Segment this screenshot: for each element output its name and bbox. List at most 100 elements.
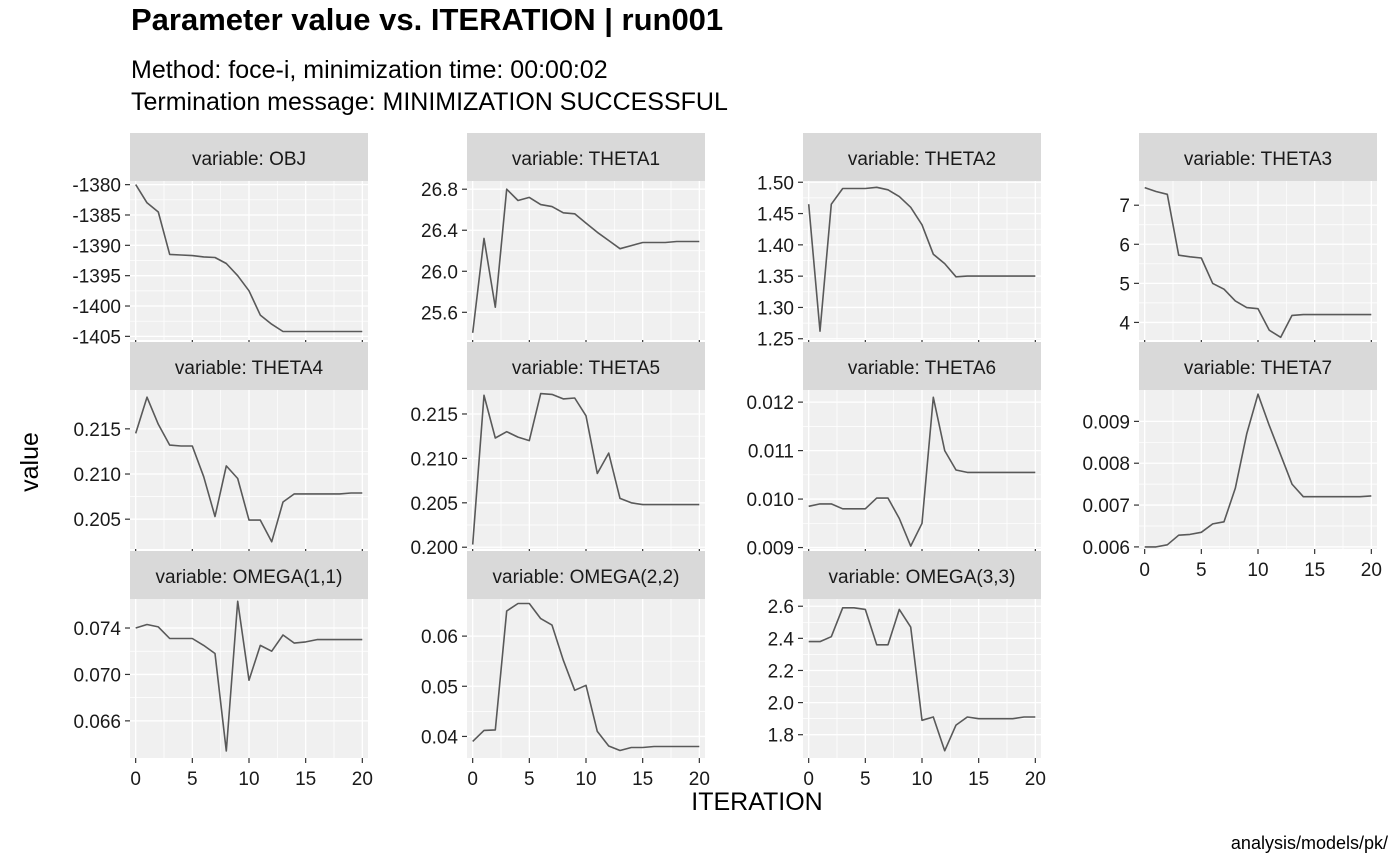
facet-strip xyxy=(130,133,368,181)
facet-strip-label: variable: THETA2 xyxy=(848,149,996,170)
facet-strip-label: variable: THETA1 xyxy=(512,149,660,170)
y-tick-label: 0.070 xyxy=(73,665,121,686)
x-tick-label: 10 xyxy=(1247,560,1268,581)
series-line-theta2 xyxy=(807,186,1036,333)
facet-panel-obj: variable: OBJ -1380 -1385 -1390 -1395 -1400 -1… xyxy=(72,133,368,348)
facet-strip xyxy=(803,133,1041,181)
y-tick-label: 6 xyxy=(1119,235,1130,256)
y-tick-label: 0.215 xyxy=(73,420,121,441)
x-tick-label: 20 xyxy=(1025,769,1046,790)
series-line-omega-3-3 xyxy=(808,606,1036,752)
x-tick-label: 5 xyxy=(524,769,535,790)
chart-subtitle-termination: Termination message: MINIMIZATION SUCCES… xyxy=(131,88,728,116)
x-tick-label: 0 xyxy=(467,769,478,790)
y-tick-label: 0.006 xyxy=(1082,538,1130,559)
facet-strip-label: variable: THETA6 xyxy=(848,358,996,379)
facet-strip xyxy=(130,342,368,390)
y-tick-label: -1385 xyxy=(72,206,121,227)
y-tick-label: 26.8 xyxy=(421,180,458,201)
y-tick-label: 0.04 xyxy=(421,727,458,748)
series-line-theta4 xyxy=(134,396,363,543)
facet-panel-theta1: variable: THETA1 25.6 26.0 26.4 26.8 xyxy=(421,133,705,345)
x-axis-title: ITERATION xyxy=(691,788,822,816)
facet-strip-label: variable: THETA7 xyxy=(1184,358,1332,379)
y-tick-label: 1.8 xyxy=(768,726,794,747)
y-tick-label: 0.009 xyxy=(746,539,794,560)
y-tick-label: -1395 xyxy=(72,267,121,288)
series-line-theta1 xyxy=(471,188,700,333)
x-tick-label: 15 xyxy=(295,769,316,790)
facet-strip-label: variable: THETA4 xyxy=(175,358,324,379)
series-line-theta5 xyxy=(471,392,700,545)
x-tick-label: 0 xyxy=(130,769,141,790)
series-line-omega-2-2 xyxy=(472,602,700,752)
facet-panel-omega-2-2: variable: OMEGA(2,2) 0.04 0.05 0.06 0 5 10 15 20 xyxy=(421,551,710,790)
y-tick-label: 0.008 xyxy=(1082,454,1130,475)
y-tick-label: 0.011 xyxy=(748,442,794,463)
x-tick-label: 5 xyxy=(187,769,198,790)
series-line-theta7 xyxy=(1144,393,1372,548)
y-tick-label: 1.25 xyxy=(757,330,794,351)
facet-panel-theta5: variable: THETA5 0.200 0.205 0.210 0.215 xyxy=(410,342,705,559)
y-tick-label: 0.007 xyxy=(1082,496,1130,517)
y-tick-label: 0.200 xyxy=(410,538,458,559)
y-tick-label: 26.4 xyxy=(421,221,458,242)
y-tick-label: 2.4 xyxy=(768,629,795,650)
series-line-obj xyxy=(135,184,363,333)
x-tick-label: 10 xyxy=(238,769,259,790)
y-tick-label: 0.210 xyxy=(410,449,458,470)
y-tick-label: 25.6 xyxy=(421,303,458,324)
y-tick-label: 2.2 xyxy=(768,661,794,682)
x-tick-label: 20 xyxy=(352,769,373,790)
facet-strip xyxy=(803,342,1041,390)
y-tick-label: 0.210 xyxy=(73,465,121,486)
x-tick-label: 10 xyxy=(575,769,596,790)
y-tick-label: -1400 xyxy=(72,297,121,318)
facet-strip xyxy=(1139,342,1377,390)
y-tick-label: 0.205 xyxy=(410,494,458,515)
x-tick-label: 15 xyxy=(1304,560,1325,581)
facet-strip xyxy=(467,551,705,599)
chart-subtitle-method: Method: foce-i, minimization time: 00:00… xyxy=(131,56,608,84)
facet-strip xyxy=(467,342,705,390)
facet-strip-label: variable: THETA5 xyxy=(512,358,660,379)
facet-strip xyxy=(130,551,368,599)
x-tick-label: 0 xyxy=(1139,560,1150,581)
y-tick-label: 5 xyxy=(1119,274,1130,295)
y-tick-label: 1.35 xyxy=(757,267,794,288)
y-axis-title: value xyxy=(16,432,44,492)
x-tick-label: 20 xyxy=(689,769,710,790)
facet-strip-label: variable: OBJ xyxy=(192,149,306,170)
facet-panel-omega-3-3: variable: OMEGA(3,3) 1.8 2.0 2.2 2.4 2.6 0 5 10 1… xyxy=(768,551,1046,790)
series-line-omega-1-1 xyxy=(135,600,363,752)
facet-panel-theta4: variable: THETA4 0.205 0.210 0.215 xyxy=(73,342,368,554)
y-tick-label: -1405 xyxy=(72,327,121,348)
facet-panel-theta7: variable: THETA7 0.006 0.007 0.008 0.009 0 5 10… xyxy=(1082,342,1382,581)
y-tick-label: 2.0 xyxy=(768,694,794,715)
y-tick-label: 0.05 xyxy=(421,677,458,698)
x-tick-label: 10 xyxy=(911,769,932,790)
facet-panel-theta3: variable: THETA3 4 5 6 7 xyxy=(1119,133,1377,345)
facet-strip-label: variable: THETA3 xyxy=(1184,149,1332,170)
y-tick-label: 0.205 xyxy=(73,510,121,531)
series-line-theta3 xyxy=(1144,186,1372,339)
y-tick-label: -1390 xyxy=(72,236,121,257)
y-tick-label: 0.012 xyxy=(746,393,794,414)
series-line-theta6 xyxy=(808,396,1036,547)
y-tick-label: 2.6 xyxy=(768,597,794,618)
y-tick-label: 0.009 xyxy=(1082,412,1130,433)
x-tick-label: 0 xyxy=(803,769,814,790)
facet-panel-theta6: variable: THETA6 0.009 0.010 0.011 0.012 xyxy=(746,342,1041,560)
x-tick-label: 15 xyxy=(632,769,653,790)
y-tick-label: 1.30 xyxy=(757,298,794,319)
facet-strip xyxy=(467,133,705,181)
facet-strip-label: variable: OMEGA(3,3) xyxy=(829,567,1016,588)
facet-panel-omega-1-1: variable: OMEGA(1,1) 0.066 0.070 0.074 0 5 10 1… xyxy=(73,551,373,790)
y-tick-label: 1.45 xyxy=(757,205,794,226)
x-tick-label: 20 xyxy=(1361,560,1382,581)
facet-strip xyxy=(803,551,1041,599)
y-tick-label: 4 xyxy=(1119,313,1130,334)
y-tick-label: 7 xyxy=(1119,196,1130,217)
y-tick-label: 0.06 xyxy=(421,627,458,648)
